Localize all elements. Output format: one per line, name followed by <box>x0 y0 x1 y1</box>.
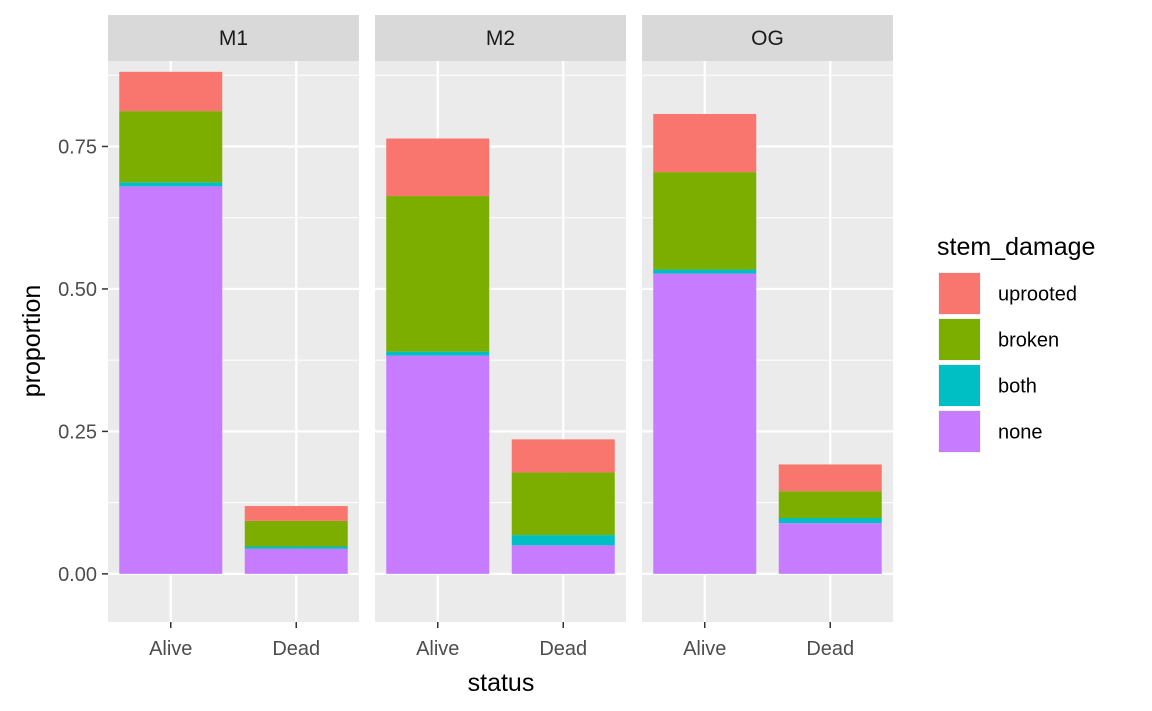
x-tick-label: Alive <box>416 638 459 660</box>
x-tick-label: Alive <box>683 638 726 660</box>
legend-label: none <box>998 422 1043 444</box>
bar-segment-uprooted <box>244 506 348 521</box>
legend-label: broken <box>998 330 1059 352</box>
y-axis-title: proportion <box>18 285 46 398</box>
bar-segment-broken <box>778 491 882 519</box>
legend-item-uprooted: uprooted <box>938 272 1077 315</box>
bar-segment-none <box>511 545 615 574</box>
bar-segment-uprooted <box>119 71 223 112</box>
bar-segment-none <box>778 523 882 574</box>
bar-segment-broken <box>653 172 757 270</box>
bar-segment-none <box>653 273 757 574</box>
bar-segment-broken <box>511 472 615 536</box>
bar-segment-uprooted <box>511 439 615 473</box>
facet-strip <box>108 15 359 61</box>
facet-strip-label: M1 <box>219 27 248 50</box>
facet-strip-label: OG <box>751 27 784 50</box>
bar-segment-broken <box>119 111 223 183</box>
facet-panel-m2: M2 Alive Dead <box>375 15 626 660</box>
bar-segment-none <box>244 548 348 574</box>
bar-segment-both <box>511 535 615 546</box>
facet-panel-og: OG Alive Dead <box>642 15 893 660</box>
bar-segment-both <box>386 351 490 356</box>
legend-title: stem_damage <box>937 233 1095 261</box>
facet-panel-m1: M1 Alive Dead <box>108 15 359 660</box>
bar-segment-none <box>119 186 223 574</box>
legend-label: uprooted <box>998 284 1077 306</box>
y-tick-label: 0.25 <box>58 421 97 443</box>
bar-segment-broken <box>386 196 490 352</box>
y-tick-label: 0.00 <box>58 564 97 586</box>
x-tick-label: Alive <box>149 638 192 660</box>
legend-item-both: both <box>938 364 1037 407</box>
y-tick-label: 0.50 <box>58 279 97 301</box>
legend-swatch <box>939 411 980 452</box>
y-axis: 0.00 0.25 0.50 0.75 <box>58 136 108 586</box>
facet-strip-label: M2 <box>486 27 515 50</box>
x-axis-title: status <box>468 669 535 697</box>
bar-segment-both <box>119 182 223 187</box>
facet-strip <box>375 15 626 61</box>
legend-swatch <box>939 319 980 360</box>
bar-segment-uprooted <box>386 138 490 197</box>
facet-strip <box>642 15 893 61</box>
bar-segment-broken <box>244 520 348 547</box>
x-tick-label: Dead <box>806 638 854 660</box>
legend-swatch <box>939 273 980 314</box>
legend-label: both <box>998 376 1037 398</box>
y-tick-label: 0.75 <box>58 136 97 158</box>
bar-segment-both <box>653 269 757 274</box>
x-tick-label: Dead <box>539 638 587 660</box>
bar-segment-both <box>778 518 882 524</box>
legend-swatch <box>939 365 980 406</box>
bar-segment-both <box>244 546 348 549</box>
x-tick-label: Dead <box>272 638 320 660</box>
bar-segment-none <box>386 355 490 574</box>
legend: stem_damage uprooted broken both none <box>937 233 1095 453</box>
legend-item-broken: broken <box>938 318 1059 361</box>
facet-panels: M1 Alive Dead M2 Alive Dead OG Alive Dead <box>108 15 893 660</box>
bar-segment-uprooted <box>653 113 757 173</box>
legend-item-none: none <box>938 410 1043 453</box>
bar-segment-uprooted <box>778 464 882 492</box>
